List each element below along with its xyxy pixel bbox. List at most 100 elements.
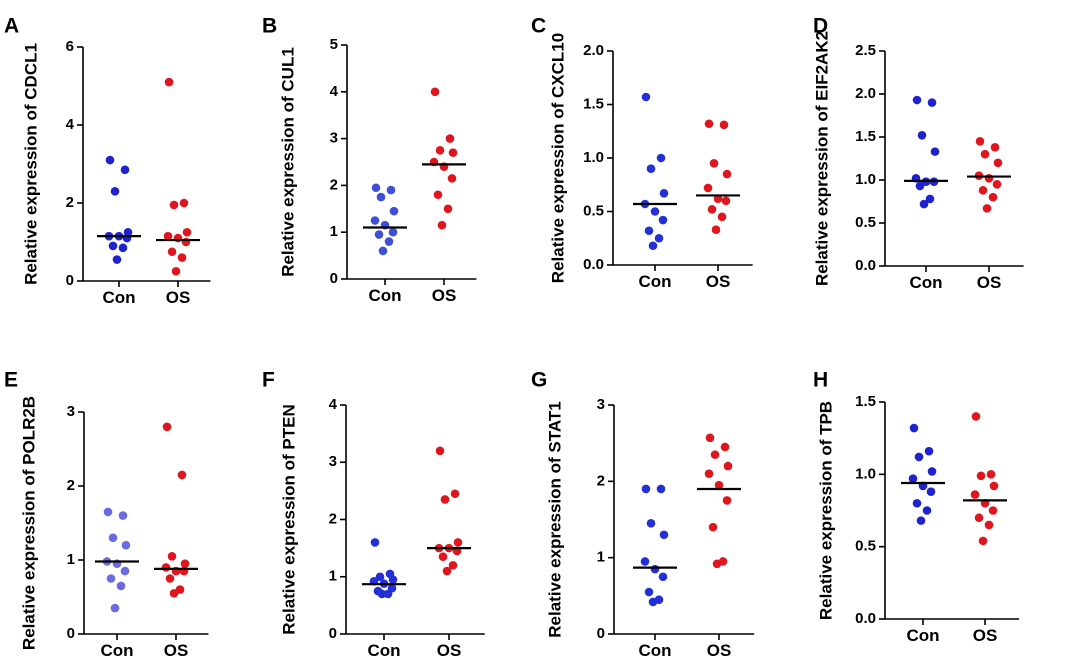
- data-point: [646, 519, 656, 528]
- y-axis-label: Relative expression of STAT1: [545, 401, 564, 638]
- data-point: [388, 575, 398, 584]
- x-category-label-os: OS: [166, 288, 191, 307]
- x-category-label-os: OS: [707, 641, 732, 660]
- series-con: [363, 183, 407, 256]
- data-point: [984, 520, 994, 530]
- data-point: [719, 120, 729, 130]
- data-point: [705, 433, 715, 443]
- y-axis-label: Relative expression of TPB: [816, 401, 835, 620]
- data-point: [177, 470, 187, 480]
- data-point: [370, 216, 380, 225]
- data-point: [984, 173, 994, 183]
- series-os: [963, 412, 1007, 546]
- data-point: [169, 589, 179, 598]
- series-os: [156, 77, 200, 276]
- data-point: [924, 446, 934, 456]
- series-os: [697, 433, 741, 569]
- y-tick-label: 3: [329, 453, 337, 470]
- data-point: [915, 181, 925, 191]
- data-point: [908, 474, 918, 483]
- data-point: [108, 533, 118, 543]
- y-tick-label: 1.5: [583, 95, 604, 112]
- data-point: [912, 498, 922, 508]
- y-tick-label: 0: [67, 625, 75, 642]
- data-point: [108, 241, 118, 251]
- data-point: [447, 174, 457, 183]
- x-category-label-con: Con: [909, 273, 942, 292]
- y-tick-label: 0.0: [855, 257, 876, 274]
- data-point: [450, 489, 460, 499]
- y-tick-label: 0: [329, 625, 337, 642]
- data-point: [714, 480, 724, 490]
- series-os: [427, 446, 471, 576]
- data-point: [165, 574, 175, 583]
- data-point: [370, 538, 380, 547]
- data-point: [644, 587, 654, 597]
- y-tick-label: 4: [330, 83, 339, 100]
- data-point: [993, 158, 1003, 168]
- panel-letter: B: [262, 14, 277, 37]
- data-point: [982, 204, 992, 213]
- data-point: [180, 559, 190, 568]
- data-point: [971, 412, 981, 421]
- data-point: [103, 507, 113, 517]
- data-point: [912, 95, 922, 105]
- data-point: [106, 574, 116, 583]
- data-point: [371, 183, 381, 193]
- y-tick-label: 2: [66, 194, 74, 211]
- data-point: [375, 572, 385, 582]
- x-category-label-con: Con: [100, 641, 133, 660]
- data-point: [704, 469, 714, 479]
- data-point: [440, 495, 450, 504]
- data-point: [177, 253, 187, 262]
- data-point: [435, 446, 445, 456]
- series-con: [633, 92, 677, 251]
- panel-letter: E: [4, 368, 18, 391]
- data-point: [161, 563, 171, 572]
- data-point: [374, 230, 384, 239]
- data-point: [659, 189, 669, 198]
- data-point: [388, 227, 398, 237]
- data-point: [164, 77, 174, 87]
- y-tick-label: 4: [66, 116, 75, 133]
- data-point: [438, 552, 448, 562]
- data-point: [378, 246, 388, 256]
- data-point: [650, 564, 660, 574]
- data-point: [978, 536, 988, 546]
- data-point: [927, 467, 937, 476]
- data-point: [448, 561, 458, 570]
- data-point: [978, 186, 988, 195]
- data-point: [641, 484, 651, 494]
- data-point: [986, 470, 996, 479]
- data-point: [927, 98, 937, 107]
- y-tick-label: 1: [329, 568, 337, 585]
- data-point: [980, 149, 990, 159]
- series-os: [422, 87, 466, 230]
- y-axis-label: Relative expression of EIF2AK2: [812, 31, 831, 286]
- data-point: [118, 511, 128, 520]
- x-category-label-con: Con: [638, 272, 671, 291]
- data-point: [121, 540, 131, 550]
- y-tick-label: 3: [597, 396, 605, 413]
- series-os: [967, 137, 1011, 213]
- data-point: [167, 247, 177, 257]
- series-con: [633, 484, 677, 607]
- data-point: [990, 143, 1000, 152]
- data-point: [988, 192, 998, 202]
- data-point: [110, 603, 120, 613]
- y-tick-label: 2.0: [855, 85, 876, 102]
- data-point: [976, 471, 986, 481]
- data-point: [709, 159, 719, 168]
- data-point: [445, 134, 455, 143]
- data-point: [641, 92, 651, 102]
- y-axis-label: Relative expression of CUL1: [278, 47, 297, 277]
- x-category-label-con: Con: [102, 288, 135, 307]
- data-point: [389, 206, 399, 216]
- data-point: [163, 231, 173, 241]
- data-point: [704, 119, 714, 129]
- y-tick-label: 1.5: [855, 393, 876, 410]
